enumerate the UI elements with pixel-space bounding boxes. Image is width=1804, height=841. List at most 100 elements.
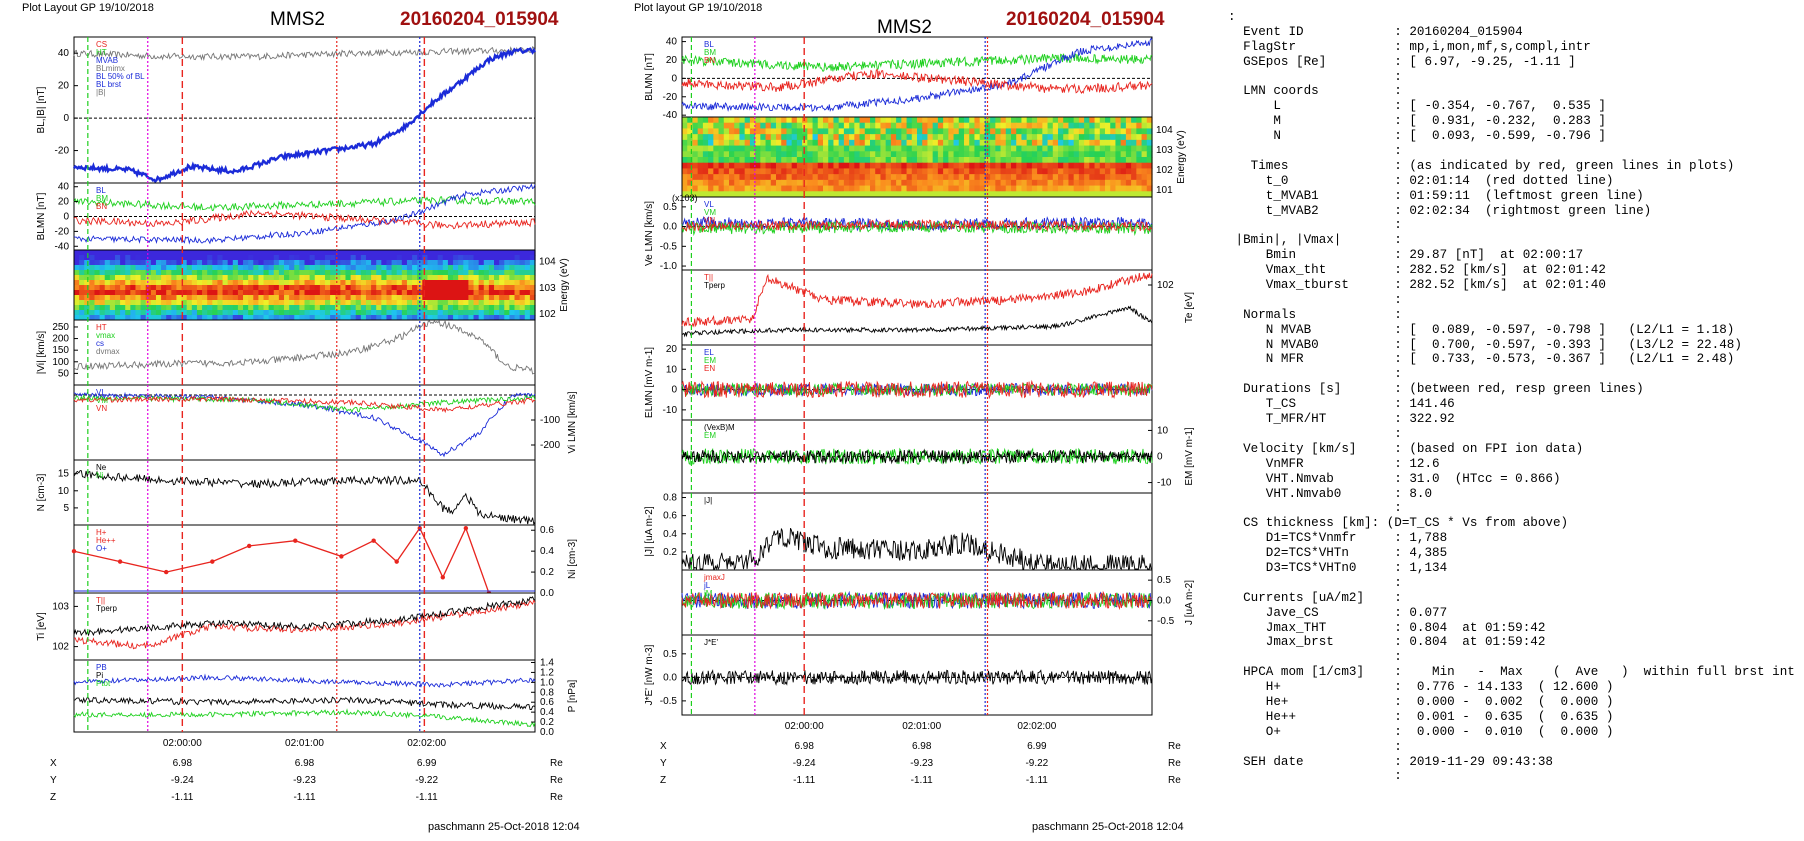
heatmap-cell	[1058, 162, 1064, 170]
heatmap-cell	[130, 300, 137, 306]
heatmap-cell	[823, 191, 829, 198]
tick-label: 0.2	[540, 567, 554, 578]
heatmap-cell	[237, 270, 244, 276]
heatmap-cell	[120, 260, 126, 266]
position-unit: Re	[1168, 775, 1181, 786]
heatmap-cell	[765, 151, 772, 158]
heatmap-cell	[995, 128, 1002, 135]
heatmap-cell	[937, 145, 944, 152]
heatmap-cell	[713, 134, 720, 141]
legend-label: (VexB)M	[704, 423, 735, 432]
heatmap-cell	[901, 191, 908, 198]
heatmap-cell	[473, 250, 480, 256]
heatmap-cell	[509, 280, 516, 286]
heatmap-cell	[89, 290, 96, 296]
heatmap-cell	[478, 310, 485, 316]
heatmap-cell	[755, 168, 761, 175]
heatmap-cell	[453, 315, 459, 321]
heatmap-cell	[1026, 128, 1033, 135]
series-line	[73, 596, 536, 637]
summary-line: Vmax_tht : 282.52 [km/s] at 02:01:42	[1228, 263, 1606, 278]
heatmap-cell	[432, 260, 439, 266]
heatmap-cell	[166, 300, 172, 306]
heatmap-cell	[1031, 174, 1038, 181]
heatmap-cell	[1016, 122, 1023, 130]
tick-label: 20	[58, 81, 70, 92]
heatmap-cell	[1073, 185, 1080, 192]
heatmap-cell	[509, 250, 516, 256]
heatmap-cell	[776, 151, 782, 158]
heatmap-cell	[145, 280, 152, 286]
heatmap-cell	[854, 168, 861, 175]
tick-label: 10	[1157, 425, 1169, 436]
heatmap-cell	[268, 255, 275, 261]
heatmap-cell	[859, 117, 866, 124]
heatmap-cell	[166, 305, 172, 311]
heatmap-cell	[854, 185, 861, 192]
heatmap-cell	[171, 315, 178, 321]
heatmap-cell	[422, 285, 429, 291]
heatmap-cell	[330, 290, 336, 296]
heatmap-cell	[791, 157, 798, 164]
heatmap-cell	[943, 139, 949, 147]
heatmap-cell	[202, 275, 208, 281]
heatmap-cell	[299, 300, 306, 306]
heatmap-cell	[687, 179, 694, 187]
heatmap-cell	[376, 250, 382, 256]
heatmap-cell	[442, 280, 449, 286]
heatmap-cell	[1016, 162, 1023, 170]
heatmap-cell	[109, 305, 116, 311]
heatmap-cell	[284, 290, 290, 296]
heatmap-cell	[1094, 134, 1101, 141]
heatmap-cell	[432, 280, 439, 286]
heatmap-cell	[723, 191, 730, 198]
summary-line: Currents [uA/m2] :	[1228, 590, 1402, 605]
heatmap-cell	[324, 265, 331, 271]
heatmap-cell	[828, 134, 835, 141]
heatmap-cell	[1089, 139, 1096, 147]
heatmap-cell	[723, 122, 730, 130]
tick-label: -10	[1157, 478, 1172, 489]
heatmap-cell	[760, 157, 767, 164]
heatmap-cell	[345, 285, 352, 291]
heatmap-cell	[1063, 174, 1070, 181]
summary-line: Durations [s] : (between red, resp green…	[1228, 382, 1644, 397]
heatmap-cell	[1011, 185, 1017, 192]
heatmap-cell	[723, 162, 730, 170]
heatmap-cell	[906, 162, 913, 170]
heatmap-cell	[948, 145, 955, 152]
heatmap-cell	[896, 139, 902, 147]
heatmap-cell	[104, 305, 111, 311]
heatmap-cell	[125, 310, 131, 316]
heatmap-cell	[1089, 191, 1096, 198]
heatmap-cell	[786, 151, 793, 158]
tick-label: 0.0	[540, 588, 554, 599]
heatmap-cell	[1084, 139, 1090, 147]
heatmap-cell	[958, 162, 965, 170]
heatmap-cell	[854, 134, 861, 141]
heatmap-cell	[365, 315, 372, 321]
heatmap-cell	[294, 310, 300, 316]
heatmap-cell	[135, 250, 142, 256]
heatmap-cell	[150, 290, 157, 296]
heatmap-cell	[833, 162, 840, 170]
heatmap-cell	[488, 250, 495, 256]
heatmap-cell	[284, 265, 290, 271]
heatmap-cell	[371, 275, 377, 281]
heatmap-cell	[1037, 185, 1043, 192]
heatmap-cell	[319, 290, 326, 296]
heatmap-cell	[948, 134, 955, 141]
heatmap-cell	[427, 315, 434, 321]
heatmap-cell	[1099, 162, 1106, 170]
heatmap-cell	[692, 128, 699, 135]
heatmap-cell	[529, 270, 536, 276]
heatmap-cell	[896, 145, 902, 152]
heatmap-cell	[335, 280, 341, 286]
heatmap-cell	[875, 191, 882, 198]
heatmap-cell	[248, 305, 254, 311]
subplot-frame	[681, 492, 1153, 571]
series-line	[73, 319, 536, 375]
heatmap-cell	[222, 280, 229, 286]
heatmap-cell	[901, 117, 908, 124]
heatmap-cell	[791, 122, 798, 130]
